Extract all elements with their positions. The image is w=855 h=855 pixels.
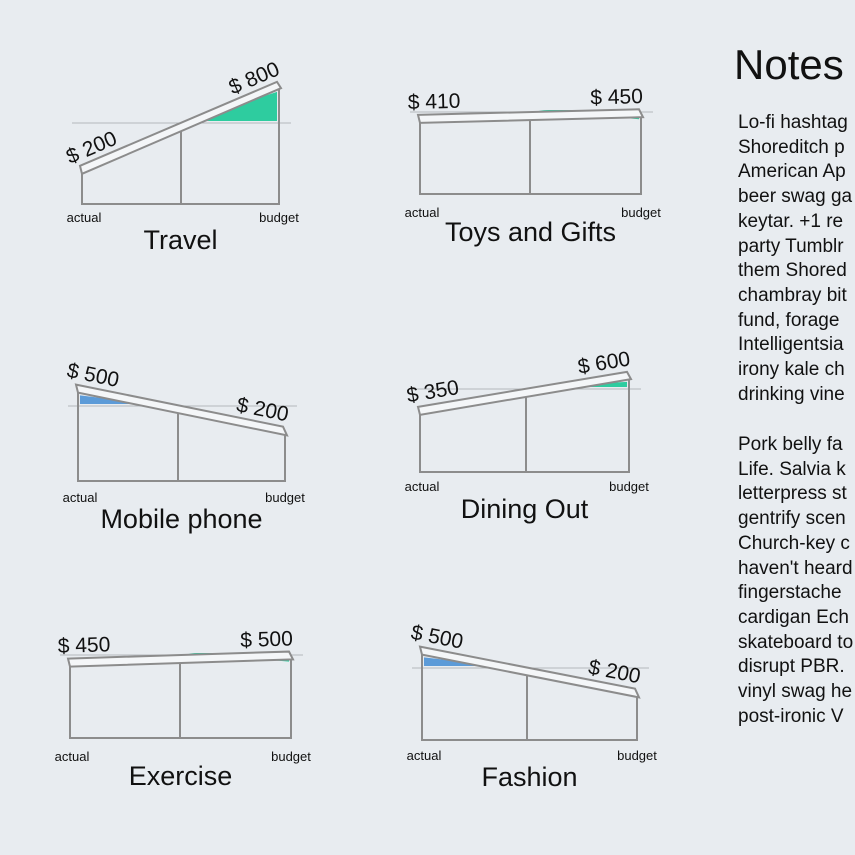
actual-axis-label: actual — [55, 749, 90, 764]
notes-line: haven't heard — [738, 557, 853, 579]
actual-axis-label: actual — [405, 205, 440, 220]
notes-line: skateboard to — [738, 631, 854, 653]
notes-line: fund, forage — [738, 309, 840, 331]
actual-axis-label: actual — [405, 479, 440, 494]
notes-line: gentrify scen — [738, 508, 846, 530]
budget-band — [66, 650, 295, 668]
budget-band — [418, 645, 641, 699]
notes-line: Lo-fi hashtag — [738, 112, 848, 133]
budget-axis-label: budget — [621, 205, 661, 220]
budget-band — [78, 80, 283, 176]
diagram-title: Dining Out — [461, 494, 589, 524]
diagram-title: Mobile phone — [100, 504, 262, 534]
notes-line: them Shored — [738, 260, 847, 282]
budget-value-label: $ 500 — [240, 627, 293, 652]
budget-band — [416, 370, 633, 416]
budget-band — [416, 108, 645, 124]
notes-paragraph-2: Pork belly fa Life. Salvia k letterpress s… — [738, 433, 855, 729]
diagram-title: Toys and Gifts — [445, 217, 616, 247]
notes-line: irony kale ch — [738, 359, 845, 381]
notes-line: Life. Salvia k — [738, 458, 846, 480]
budget-axis-label: budget — [617, 748, 657, 763]
budget-axis-label: budget — [265, 490, 305, 505]
notes-line: cardigan Ech — [738, 606, 849, 628]
notes-line: Church-key c — [738, 532, 850, 554]
notes-line: American Ap — [738, 161, 846, 183]
budget-axis-label: budget — [259, 210, 299, 225]
diagram-title: Fashion — [481, 762, 577, 792]
actual-value-label: $ 450 — [57, 633, 110, 658]
notes-line: drinking vine — [738, 383, 845, 405]
notes-line: Shoreditch p — [738, 136, 845, 158]
notes-line: post-ironic V — [738, 705, 844, 727]
notes-title: Notes — [734, 41, 844, 88]
budget-axis-label: budget — [271, 749, 311, 764]
actual-axis-label: actual — [407, 748, 442, 763]
notes-line: party Tumblr — [738, 235, 844, 257]
frame — [77, 393, 286, 482]
budget-band — [74, 383, 289, 437]
notes-line: beer swag ga — [738, 186, 853, 208]
diagram-title: Exercise — [129, 761, 233, 791]
notes-line: Intelligentsia — [738, 334, 844, 356]
diagram-toys-and-gifts: $ 410 $ 450 actual budget Toys and Gifts — [405, 85, 662, 247]
notes-line: chambray bit — [738, 284, 847, 306]
notes-paragraph-1: Lo-fi hashtag Shoreditch p American Ap beer… — [738, 111, 855, 407]
notes-line: letterpress st — [738, 483, 847, 505]
notes-line: fingerstache — [738, 582, 842, 604]
budget-value-label: $ 450 — [590, 85, 643, 109]
notes-line: Pork belly fa — [738, 434, 843, 455]
actual-value-label: $ 410 — [408, 90, 461, 114]
actual-axis-label: actual — [67, 210, 102, 225]
notes-line: keytar. +1 re — [738, 210, 844, 232]
notes-line: disrupt PBR. — [738, 656, 845, 678]
notes-line: vinyl swag he — [738, 681, 853, 703]
diagram-title: Travel — [143, 225, 217, 255]
budget-axis-label: budget — [609, 479, 649, 494]
frame — [421, 655, 638, 741]
actual-axis-label: actual — [63, 490, 98, 505]
diagram-exercise: $ 450 $ 500 actual budget Exercise — [55, 627, 312, 791]
frame — [419, 379, 630, 473]
